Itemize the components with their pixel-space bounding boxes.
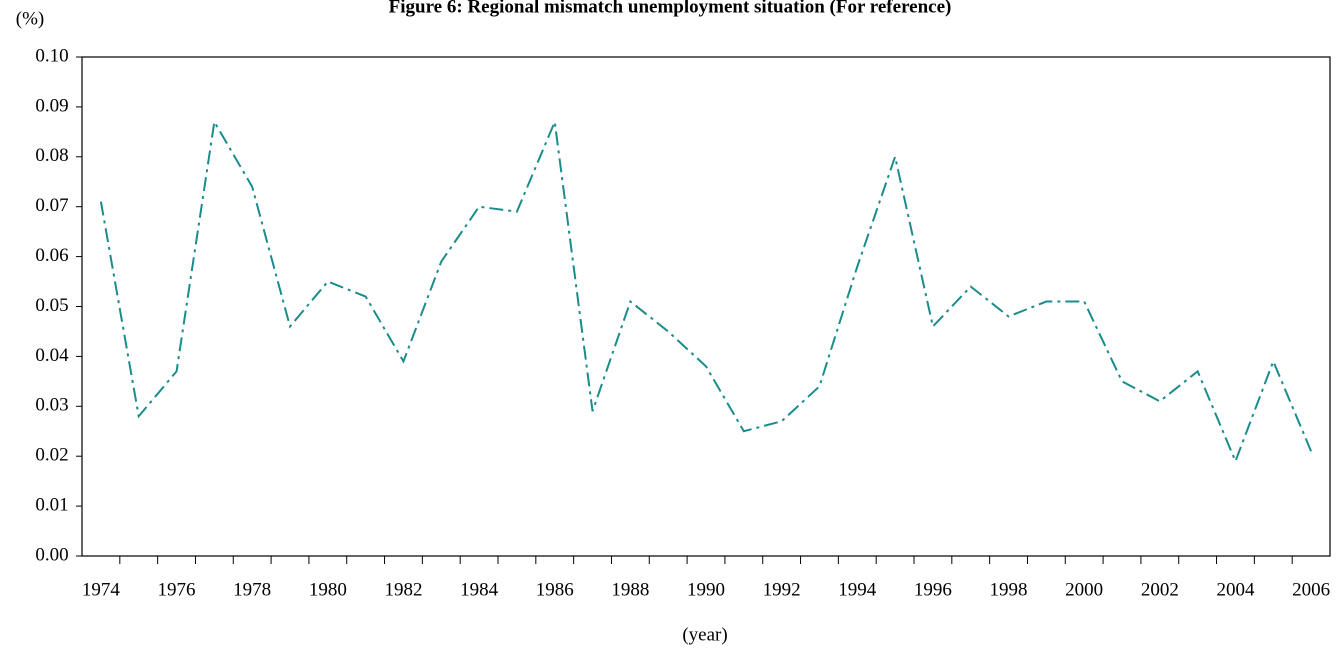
x-axis-label: (year) bbox=[682, 624, 727, 645]
x-tick-label: 1986 bbox=[536, 579, 574, 600]
plot-frame bbox=[81, 56, 1331, 557]
x-tick-label: 1996 bbox=[914, 579, 952, 600]
y-tick-label: 0.10 bbox=[35, 45, 68, 66]
y-tick-label: 0.02 bbox=[35, 445, 68, 466]
y-tick-label: 0.03 bbox=[35, 395, 68, 416]
y-tick-label: 0.09 bbox=[35, 95, 68, 116]
y-tick-label: 0.08 bbox=[35, 145, 68, 166]
x-tick-label: 1982 bbox=[384, 579, 422, 600]
x-tick-label: 2000 bbox=[1065, 579, 1103, 600]
y-tick-label: 0.06 bbox=[35, 245, 68, 266]
x-tick-label: 1992 bbox=[763, 579, 801, 600]
y-tick-label: 0.04 bbox=[35, 345, 69, 366]
series-line bbox=[99, 118, 1313, 464]
x-tick-label: 1988 bbox=[611, 579, 649, 600]
x-tick-label: 1990 bbox=[687, 579, 725, 600]
x-tick-label: 1974 bbox=[82, 579, 121, 600]
y-tick-label: 0.07 bbox=[35, 195, 68, 216]
y-tick-label: 0.01 bbox=[35, 494, 68, 515]
y-tick-label: 0.05 bbox=[35, 295, 68, 316]
chart-title: Figure 6: Regional mismatch unemployment… bbox=[389, 0, 952, 17]
x-tick-label: 2004 bbox=[1216, 579, 1255, 600]
y-tick-label: 0.00 bbox=[35, 544, 68, 565]
x-tick-label: 1976 bbox=[158, 579, 196, 600]
x-tick-label: 1978 bbox=[233, 579, 271, 600]
x-tick-label: 1984 bbox=[460, 579, 499, 600]
x-tick-label: 2002 bbox=[1141, 579, 1179, 600]
x-tick-label: 1980 bbox=[309, 579, 347, 600]
x-tick-label: 1998 bbox=[990, 579, 1028, 600]
x-tick-label: 2006 bbox=[1292, 579, 1330, 600]
y-axis-label: (%) bbox=[16, 8, 44, 29]
x-tick-label: 1994 bbox=[838, 579, 877, 600]
